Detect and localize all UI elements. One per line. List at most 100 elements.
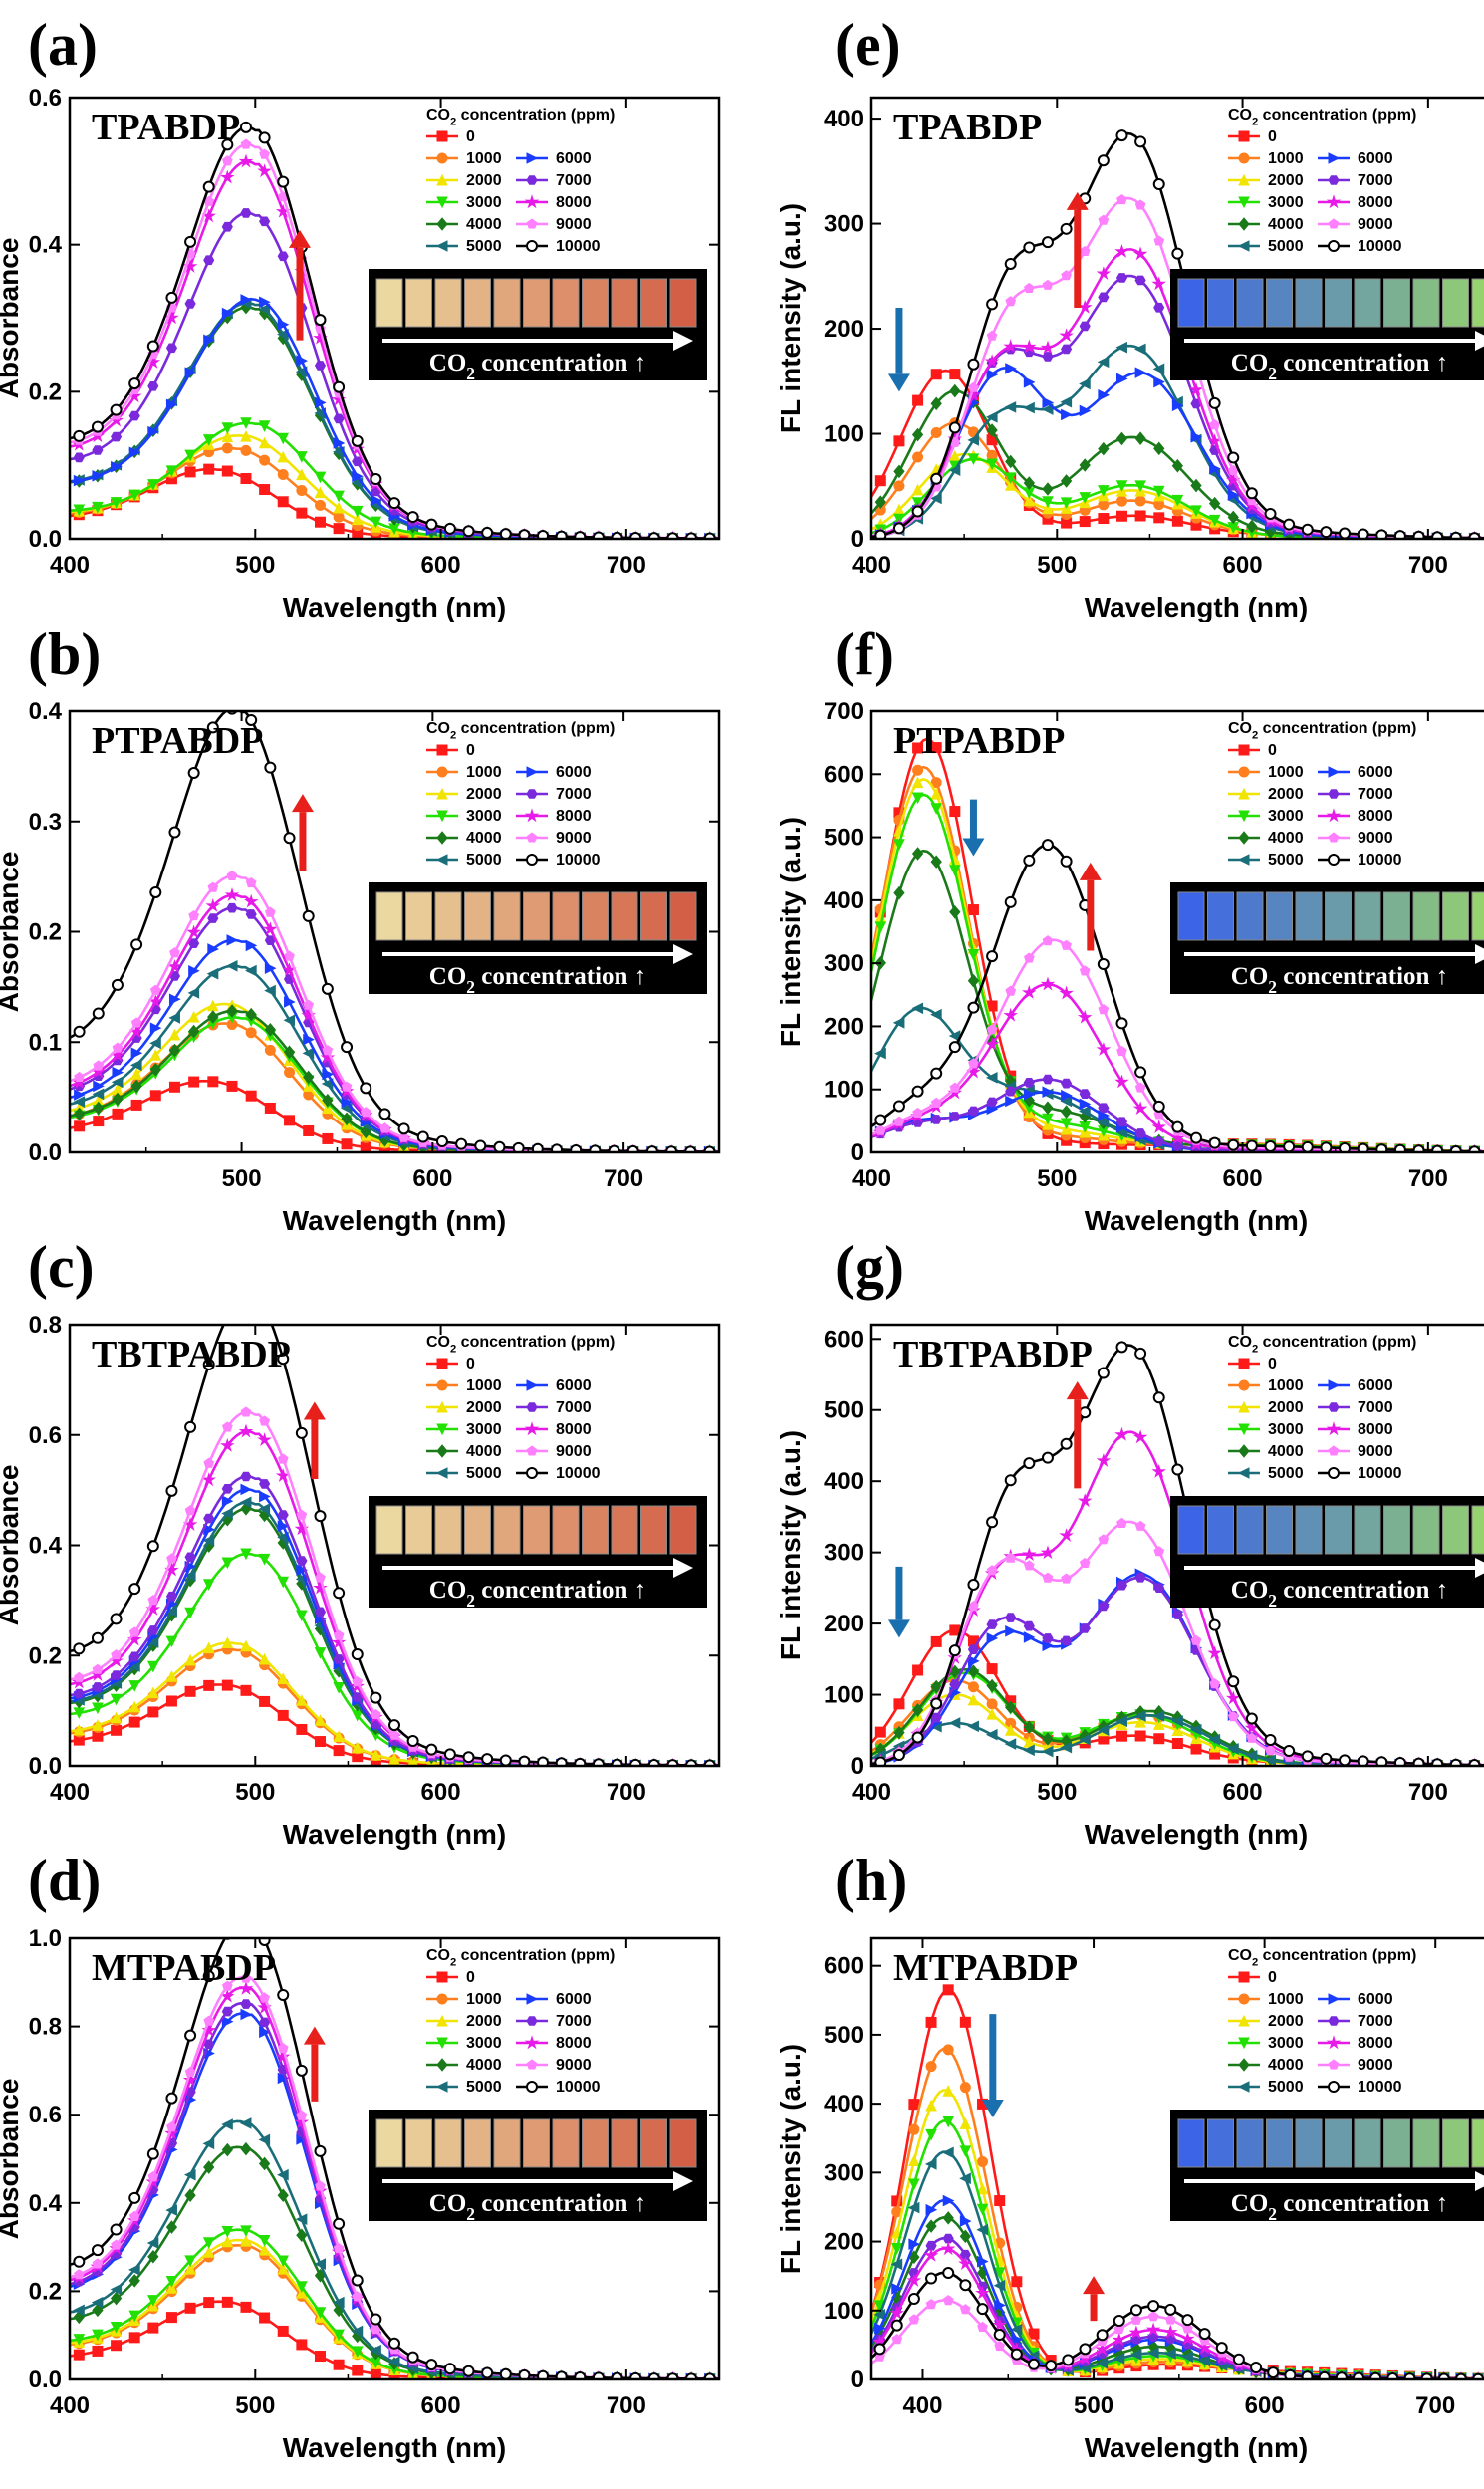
data-point-10000 (443, 522, 456, 535)
legend-marker (436, 217, 448, 231)
vial (1236, 891, 1264, 941)
data-point-8000 (1096, 1453, 1112, 1467)
data-point-0 (245, 1090, 257, 1102)
data-point-10000 (455, 1137, 468, 1150)
x-axis-label: Wavelength (nm) (283, 1205, 507, 1236)
data-point-8000 (1077, 1009, 1093, 1024)
legend-marker (1328, 2016, 1340, 2026)
data-point-10000 (435, 1135, 448, 1148)
data-point-10000 (512, 1141, 525, 1152)
data-point-5000 (1264, 1754, 1277, 1766)
data-point-8000 (1095, 2342, 1110, 2356)
data-point-10000 (967, 358, 980, 371)
data-point-3000 (1134, 480, 1146, 492)
data-point-8000 (1207, 1645, 1222, 1660)
legend-label-8000: 8000 (1358, 808, 1393, 825)
data-point-2000 (73, 1723, 86, 1736)
data-point-10000 (333, 1587, 346, 1600)
data-point-10000 (967, 1578, 980, 1591)
data-point-10000 (1339, 1141, 1352, 1152)
data-point-9000 (930, 1097, 942, 1108)
vial (405, 278, 432, 328)
data-point-3000 (314, 1647, 327, 1659)
data-point-4000 (1227, 510, 1239, 525)
data-point-4000 (949, 383, 961, 398)
data-point-0 (264, 1102, 276, 1114)
data-point-6000 (314, 396, 327, 409)
data-point-10000 (930, 1697, 943, 1710)
data-point-6000 (1023, 376, 1036, 388)
data-point-10000 (1060, 855, 1073, 868)
data-point-10000 (341, 1041, 354, 1054)
data-point-7000 (165, 343, 178, 354)
vial (1325, 2118, 1352, 2168)
data-point-5000 (890, 2258, 903, 2271)
data-point-10000 (1357, 528, 1369, 539)
vial (611, 1505, 638, 1555)
data-point-5000 (907, 2201, 920, 2214)
y-tick-label: 300 (824, 950, 864, 977)
data-point-3000 (1004, 472, 1017, 484)
data-point-0 (314, 1736, 326, 1748)
data-point-8000 (257, 163, 272, 178)
data-point-7000 (986, 1619, 998, 1629)
vial (640, 1505, 667, 1555)
vial (1295, 278, 1323, 328)
vial (434, 278, 462, 328)
vial (1266, 278, 1293, 328)
data-point-10000 (425, 1743, 438, 1756)
data-point-2000 (976, 2182, 989, 2195)
data-point-0 (259, 2312, 271, 2324)
data-point-6000 (1227, 489, 1240, 501)
data-point-10000 (406, 511, 419, 524)
data-point-10000 (1062, 2354, 1075, 2366)
legend-marker (1326, 194, 1342, 209)
legend-label-3000: 3000 (1268, 808, 1304, 825)
y-tick-label: 0 (851, 1139, 864, 1166)
data-point-0 (147, 2322, 159, 2334)
data-point-10000 (1227, 1138, 1240, 1151)
data-point-1000 (264, 1044, 276, 1056)
data-point-3000 (893, 839, 905, 851)
legend-label-0: 0 (1268, 742, 1277, 759)
data-point-10000 (1264, 507, 1277, 520)
data-point-10000 (1134, 1347, 1147, 1360)
data-point-1000 (1115, 495, 1127, 507)
data-point-10000 (537, 529, 550, 539)
data-point-10000 (911, 505, 924, 518)
y-tick-label: 0.4 (29, 698, 63, 725)
data-point-4000 (207, 1010, 219, 1024)
data-point-5000 (1245, 1749, 1258, 1762)
data-point-10000 (277, 175, 290, 188)
y-tick-label: 400 (824, 887, 864, 914)
data-point-10000 (574, 1757, 587, 1766)
y-tick-label: 200 (824, 1611, 864, 1637)
data-point-10000 (1004, 257, 1017, 270)
legend-marker (526, 832, 538, 843)
data-point-10000 (1152, 1391, 1165, 1404)
data-point-9000 (92, 2258, 104, 2269)
data-point-8000 (186, 924, 201, 939)
data-point-4000 (967, 1664, 980, 1678)
data-point-0 (184, 2302, 196, 2314)
trend-arrow-up (1079, 862, 1102, 880)
data-point-7000 (221, 2006, 233, 2017)
y-tick-label: 0.0 (29, 1139, 62, 1166)
data-point-5000 (1060, 1741, 1073, 1754)
legend-marker (524, 808, 540, 823)
data-point-3000 (930, 803, 943, 815)
x-tick-label: 700 (604, 1165, 643, 1192)
data-point-3000 (959, 2145, 972, 2157)
data-point-5000 (149, 1037, 161, 1050)
data-point-5000 (924, 2158, 937, 2170)
data-point-10000 (321, 982, 334, 995)
data-point-0 (184, 1685, 196, 1697)
data-point-6000 (221, 2015, 234, 2028)
data-point-4000 (92, 2303, 104, 2318)
data-point-4000 (1134, 431, 1146, 445)
y-tick-label: 0 (851, 1753, 864, 1780)
data-point-10000 (1232, 2353, 1245, 2365)
trend-arrow-up (291, 794, 314, 813)
legend-marker (526, 1467, 538, 1479)
data-point-10000 (397, 1122, 410, 1135)
